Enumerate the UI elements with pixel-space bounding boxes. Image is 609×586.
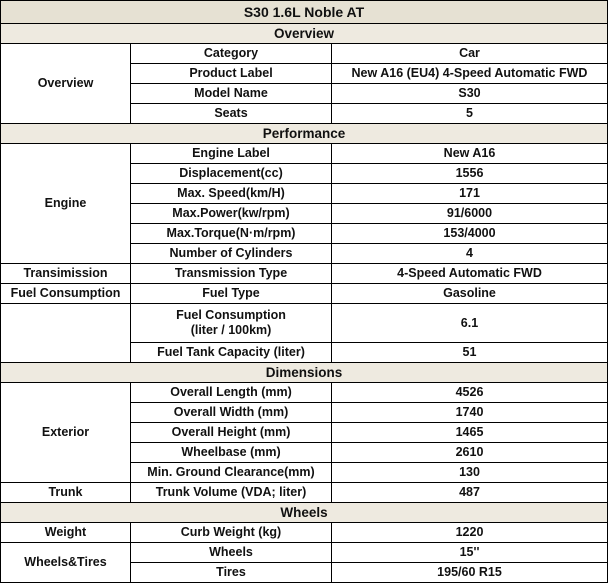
group-label: Trunk	[0, 482, 131, 503]
spec-value: New A16	[331, 143, 608, 164]
spec-value: 1220	[331, 522, 608, 543]
spec-label: Category	[130, 43, 332, 64]
spec-label: Overall Length (mm)	[130, 382, 332, 403]
group-label: Wheels&Tires	[0, 542, 131, 583]
spec-value: 1556	[331, 163, 608, 184]
spec-value: 130	[331, 462, 608, 483]
spec-label: Model Name	[130, 83, 332, 104]
spec-label: Overall Height (mm)	[130, 422, 332, 443]
table-row: Fuel Consumption (liter / 100km) 6.1	[0, 303, 608, 363]
table-row: Transimission Transmission Type 4-Speed Au…	[0, 263, 608, 284]
spec-label: Min. Ground Clearance(mm)	[130, 462, 332, 483]
section-header: Performance	[0, 123, 608, 144]
group-label: Engine	[0, 143, 131, 264]
spec-value: 6.1	[331, 303, 608, 343]
table-row: Displacement(cc) 1556	[1, 163, 608, 184]
spec-value: 51	[331, 342, 608, 363]
table-row: Min. Ground Clearance(mm) 130	[1, 462, 608, 483]
spec-label: Fuel Type	[130, 283, 332, 304]
section-header: Dimensions	[0, 362, 608, 383]
spec-label: Seats	[130, 103, 332, 124]
spec-label: Max. Speed(km/H)	[130, 183, 332, 204]
table-row: Max.Torque(N·m/rpm) 153/4000	[1, 223, 608, 244]
table-title: S30 1.6L Noble AT	[0, 0, 608, 24]
spec-label: Product Label	[130, 63, 332, 84]
table-row: Fuel Consumption Fuel Type Gasoline	[0, 283, 608, 304]
spec-value: 1740	[331, 402, 608, 423]
spec-value: Car	[331, 43, 608, 64]
spec-value: New A16 (EU4) 4-Speed Automatic FWD	[331, 63, 608, 84]
table-row: Trunk Trunk Volume (VDA; liter) 487	[0, 482, 608, 503]
table-row: Model Name S30	[1, 83, 608, 104]
spec-label: Max.Power(kw/rpm)	[130, 203, 332, 224]
spec-value: 4	[331, 243, 608, 264]
spec-value: S30	[331, 83, 608, 104]
spec-label: Fuel Tank Capacity (liter)	[130, 342, 332, 363]
section-header: Overview	[0, 23, 608, 44]
spec-label: Number of Cylinders	[130, 243, 332, 264]
spec-label: Tires	[130, 562, 332, 583]
table-row: Tires 195/60 R15	[1, 562, 608, 583]
spec-label: Max.Torque(N·m/rpm)	[130, 223, 332, 244]
spec-value: 5	[331, 103, 608, 124]
group-label	[0, 303, 131, 363]
spec-value: Gasoline	[331, 283, 608, 304]
spec-value: 1465	[331, 422, 608, 443]
spec-value: 15''	[331, 542, 608, 563]
spec-value: 487	[331, 482, 608, 503]
spec-value: 2610	[331, 442, 608, 463]
table-row: Engine Engine Label New A16	[0, 143, 608, 264]
spec-value: 91/6000	[331, 203, 608, 224]
spec-label: Curb Weight (kg)	[130, 522, 332, 543]
group-label: Fuel Consumption	[0, 283, 131, 304]
table-row: Wheelbase (mm) 2610	[1, 442, 608, 463]
spec-label: Transmission Type	[130, 263, 332, 284]
table-row: Seats 5	[1, 103, 608, 124]
spec-label: Displacement(cc)	[130, 163, 332, 184]
spec-value: 4-Speed Automatic FWD	[331, 263, 608, 284]
spec-label: Fuel Consumption (liter / 100km)	[130, 303, 332, 343]
group-label: Overview	[0, 43, 131, 124]
group-label: Transimission	[0, 263, 131, 284]
spec-value: 171	[331, 183, 608, 204]
spec-label: Wheelbase (mm)	[130, 442, 332, 463]
table-row: Wheels&Tires Wheels 15''	[0, 542, 608, 583]
spec-label: Wheels	[130, 542, 332, 563]
table-row: Product Label New A16 (EU4) 4-Speed Autom…	[1, 63, 608, 84]
spec-value: 153/4000	[331, 223, 608, 244]
section-header: Wheels	[0, 502, 608, 523]
group-label: Weight	[0, 522, 131, 543]
table-row: Overview Category Car	[0, 43, 608, 124]
spec-label: Trunk Volume (VDA; liter)	[130, 482, 332, 503]
table-row: Exterior Overall Length (mm) 4526	[0, 382, 608, 483]
table-row: Weight Curb Weight (kg) 1220	[0, 522, 608, 543]
spec-value: 195/60 R15	[331, 562, 608, 583]
table-row: Overall Width (mm) 1740	[1, 402, 608, 423]
spec-label: Overall Width (mm)	[130, 402, 332, 423]
spec-label: Engine Label	[130, 143, 332, 164]
table-row: Number of Cylinders 4	[1, 243, 608, 264]
spec-value: 4526	[331, 382, 608, 403]
table-row: Max. Speed(km/H) 171	[1, 183, 608, 204]
group-label: Exterior	[0, 382, 131, 483]
